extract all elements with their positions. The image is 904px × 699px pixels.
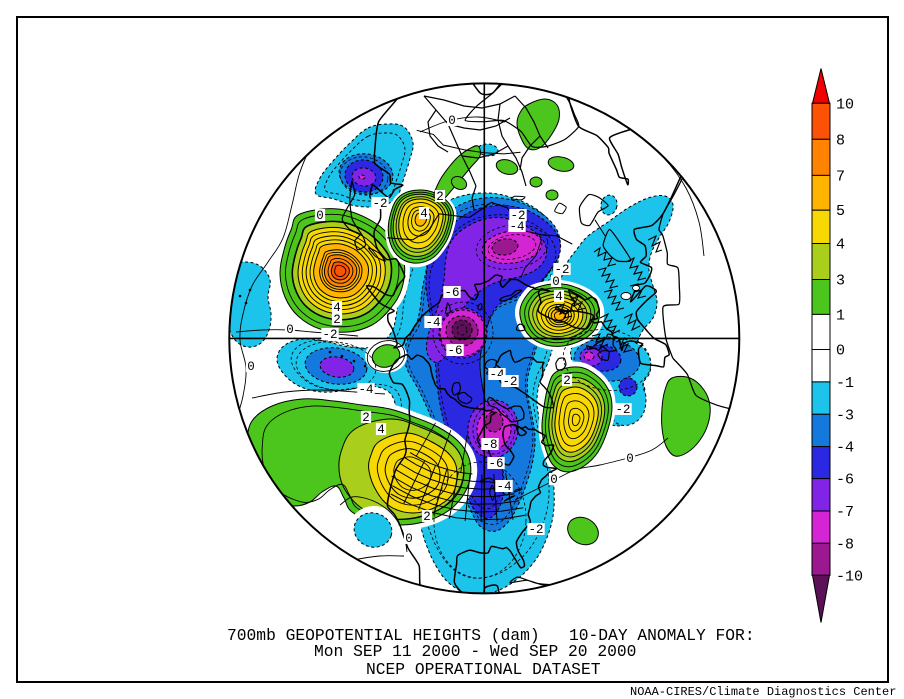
svg-text:0: 0 <box>836 343 845 360</box>
svg-text:0: 0 <box>316 209 324 223</box>
svg-text:-8: -8 <box>836 536 854 553</box>
svg-text:-10: -10 <box>836 568 863 585</box>
svg-text:-3: -3 <box>836 407 854 424</box>
svg-text:-1: -1 <box>836 375 854 392</box>
svg-text:-4: -4 <box>358 383 373 397</box>
svg-text:0: 0 <box>405 532 413 546</box>
svg-text:0: 0 <box>247 360 255 374</box>
svg-text:0: 0 <box>626 452 634 466</box>
svg-text:2: 2 <box>563 374 571 388</box>
svg-text:-2: -2 <box>510 209 525 223</box>
svg-text:4: 4 <box>836 237 845 254</box>
svg-text:-2: -2 <box>554 263 569 277</box>
svg-text:4: 4 <box>420 207 428 221</box>
svg-text:-7: -7 <box>836 504 854 521</box>
svg-text:-4: -4 <box>496 480 511 494</box>
svg-text:4: 4 <box>555 290 563 304</box>
svg-text:3: 3 <box>836 273 845 290</box>
svg-text:8: 8 <box>836 132 845 149</box>
svg-text:4: 4 <box>333 301 341 315</box>
svg-text:0: 0 <box>550 473 558 487</box>
svg-text:2: 2 <box>423 510 431 524</box>
svg-text:-6: -6 <box>444 286 459 300</box>
svg-text:-4: -4 <box>509 220 524 234</box>
svg-text:10: 10 <box>836 96 854 113</box>
svg-text:-6: -6 <box>447 344 462 358</box>
svg-text:-2: -2 <box>502 375 517 389</box>
svg-text:0: 0 <box>286 323 294 337</box>
svg-text:-6: -6 <box>488 457 503 471</box>
svg-text:-4: -4 <box>425 316 440 330</box>
svg-text:-4: -4 <box>836 440 854 457</box>
svg-text:5: 5 <box>836 203 845 220</box>
svg-text:2: 2 <box>333 313 341 327</box>
svg-text:2: 2 <box>362 411 370 425</box>
svg-text:-4: -4 <box>489 368 504 382</box>
svg-text:-2: -2 <box>528 523 543 537</box>
svg-text:4: 4 <box>377 423 385 437</box>
svg-text:-2: -2 <box>615 403 630 417</box>
svg-text:-6: -6 <box>836 472 854 489</box>
svg-text:-8: -8 <box>482 438 497 452</box>
svg-text:2: 2 <box>436 190 444 204</box>
svg-text:0: 0 <box>552 275 560 289</box>
svg-text:0: 0 <box>448 114 456 128</box>
svg-text:1: 1 <box>836 307 845 324</box>
svg-text:-2: -2 <box>372 197 387 211</box>
svg-text:-2: -2 <box>322 328 337 342</box>
svg-text:7: 7 <box>836 168 845 185</box>
